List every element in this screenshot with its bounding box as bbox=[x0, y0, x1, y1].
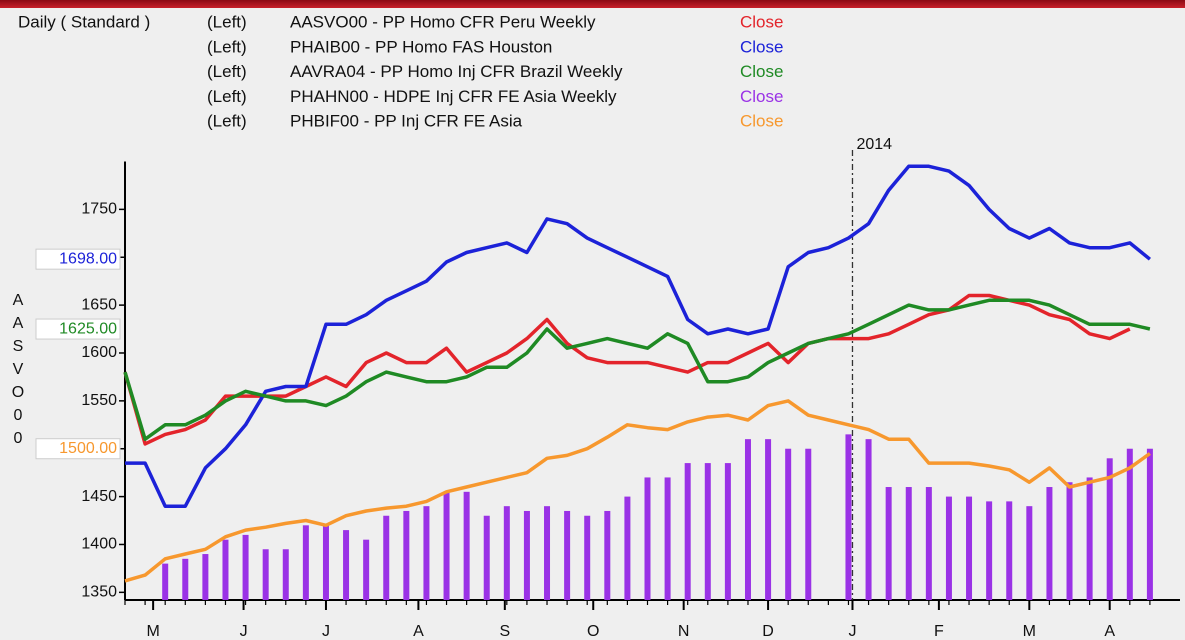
x-tick-label: O bbox=[587, 623, 599, 640]
bar bbox=[322, 525, 329, 600]
bar bbox=[302, 525, 309, 600]
x-tick-label: A bbox=[413, 623, 424, 640]
y-tick-label: 1450 bbox=[81, 488, 117, 505]
legend-side: (Left) bbox=[207, 112, 247, 131]
legend-name: AASVO00 - PP Homo CFR Peru Weekly bbox=[290, 12, 596, 31]
chart-title: Daily ( Standard ) bbox=[18, 12, 150, 31]
bar bbox=[604, 510, 611, 600]
bar bbox=[242, 534, 249, 600]
x-tick-label: S bbox=[499, 623, 510, 640]
bar bbox=[443, 491, 450, 600]
y-tick-label: 1650 bbox=[81, 296, 117, 313]
x-tick-label: M bbox=[146, 623, 159, 640]
bar bbox=[202, 554, 209, 600]
legend-field: Close bbox=[740, 37, 783, 56]
axis-tag-label: 1625.00 bbox=[59, 320, 117, 337]
bar bbox=[1106, 458, 1113, 600]
legend-name: AAVRA04 - PP Homo Inj CFR Brazil Weekly bbox=[290, 62, 623, 81]
y-axis-label: AASVO00 bbox=[10, 292, 27, 453]
bar bbox=[1086, 477, 1093, 600]
y-tick-label: 1350 bbox=[81, 584, 117, 601]
legend-side: (Left) bbox=[207, 12, 247, 31]
bar bbox=[463, 491, 470, 600]
annotation-label: 2014 bbox=[856, 136, 892, 153]
bar bbox=[785, 448, 792, 600]
bar bbox=[544, 506, 551, 600]
bar bbox=[1026, 506, 1033, 600]
axis-tag-box bbox=[35, 438, 121, 460]
legend-side: (Left) bbox=[207, 62, 247, 81]
bar bbox=[483, 515, 490, 600]
bar bbox=[343, 530, 350, 600]
y-tick-label: 1550 bbox=[81, 392, 117, 409]
legend-name: PHAIB00 - PP Homo FAS Houston bbox=[290, 37, 552, 56]
bar bbox=[724, 463, 731, 600]
bar bbox=[222, 539, 229, 600]
x-tick-label: D bbox=[762, 623, 774, 640]
x-tick-label: N bbox=[678, 623, 690, 640]
axis-tag-label: 1698.00 bbox=[59, 250, 117, 267]
bar bbox=[1046, 487, 1053, 600]
bar bbox=[765, 439, 772, 600]
bar bbox=[1146, 448, 1153, 600]
series-line bbox=[124, 399, 1151, 583]
bar bbox=[162, 563, 169, 600]
bar bbox=[986, 501, 993, 600]
bar bbox=[584, 515, 591, 600]
bar bbox=[865, 439, 872, 600]
y-tick-label: 1600 bbox=[81, 344, 117, 361]
x-tick-label: J bbox=[322, 623, 330, 640]
bar bbox=[704, 463, 711, 600]
x-tick-label: M bbox=[1023, 623, 1036, 640]
series-line bbox=[123, 293, 1131, 446]
x-tick-label: F bbox=[934, 623, 944, 640]
bar bbox=[423, 506, 430, 600]
bar bbox=[1006, 501, 1013, 600]
bar bbox=[845, 434, 852, 600]
legend-side: (Left) bbox=[207, 87, 247, 106]
bar bbox=[966, 496, 973, 600]
bar bbox=[624, 496, 631, 600]
legend-field: Close bbox=[740, 87, 783, 106]
bar bbox=[403, 510, 410, 600]
bar bbox=[383, 515, 390, 600]
bar bbox=[744, 439, 751, 600]
series-line bbox=[123, 298, 1151, 441]
legend-side: (Left) bbox=[207, 37, 247, 56]
x-tick-label: J bbox=[240, 623, 248, 640]
legend-field: Close bbox=[740, 112, 783, 131]
x-tick-label: A bbox=[1104, 623, 1115, 640]
series-line bbox=[125, 164, 1152, 508]
axis-tag-box bbox=[35, 318, 121, 340]
legend-field: Close bbox=[740, 12, 783, 31]
bar bbox=[523, 510, 530, 600]
x-tick-label: J bbox=[848, 623, 856, 640]
bar bbox=[503, 506, 510, 600]
bar bbox=[363, 539, 370, 600]
bar bbox=[262, 549, 269, 600]
axis-tag-label: 1500.00 bbox=[59, 440, 117, 457]
bar bbox=[664, 477, 671, 600]
bar bbox=[1066, 482, 1073, 600]
legend-name: PHBIF00 - PP Inj CFR FE Asia bbox=[290, 112, 523, 131]
bar bbox=[1126, 448, 1133, 600]
bar bbox=[684, 463, 691, 600]
y-tick-label: 1400 bbox=[81, 536, 117, 553]
bar bbox=[885, 487, 892, 600]
axis-tag-box bbox=[35, 248, 121, 270]
legend-name: PHAHN00 - HDPE Inj CFR FE Asia Weekly bbox=[290, 87, 617, 106]
top-bar bbox=[0, 0, 1185, 8]
legend-field: Close bbox=[740, 62, 783, 81]
bar bbox=[564, 510, 571, 600]
y-tick-label: 1750 bbox=[81, 201, 117, 218]
bar bbox=[905, 487, 912, 600]
bar bbox=[644, 477, 651, 600]
bar bbox=[945, 496, 952, 600]
bar bbox=[805, 448, 812, 600]
bar bbox=[925, 487, 932, 600]
bar bbox=[282, 549, 289, 600]
bar bbox=[182, 558, 189, 600]
